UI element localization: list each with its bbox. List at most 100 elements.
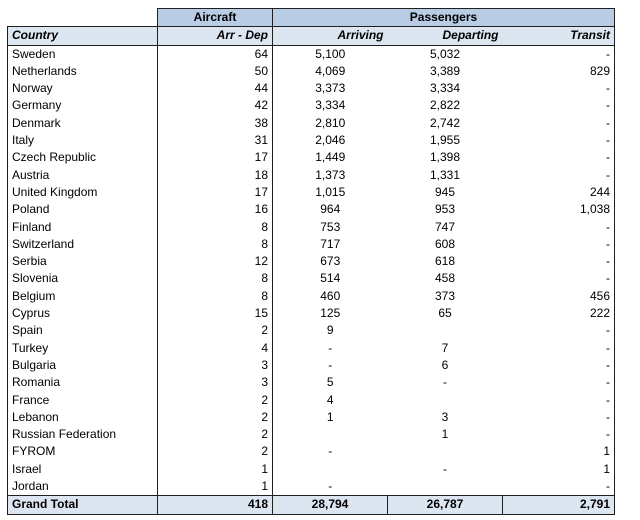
arriving-cell: 1,449 <box>315 150 346 165</box>
transit-cell: - <box>502 166 615 184</box>
departing-cell: 945 <box>434 184 456 199</box>
group-header-row: Aircraft Passengers <box>7 7 615 28</box>
arriving-cell: 1,015 <box>315 184 346 199</box>
traffic-table: Aircraft Passengers Country Arr - Dep Ar… <box>7 7 615 515</box>
arriving-cell: 9 <box>326 323 334 338</box>
aircraft-cell: 1 <box>157 460 273 479</box>
country-cell: Norway <box>7 80 158 98</box>
table-row: Cyprus 15 125 65 222 <box>7 305 615 323</box>
arriving-cell: 1 <box>326 409 334 424</box>
departing-column-header: Departing <box>387 26 503 46</box>
country-cell: Cyprus <box>7 305 158 323</box>
table-row: Serbia 12 673 618 - <box>7 253 615 271</box>
departing-cell: 3 <box>441 409 449 424</box>
arriving-cell: 4,069 <box>315 63 346 78</box>
table-row: United Kingdom 17 1,015 945 244 <box>7 183 615 202</box>
departing-cell: 1,331 <box>429 167 461 182</box>
aircraft-cell: 2 <box>157 443 273 461</box>
country-cell: Switzerland <box>7 235 158 254</box>
departing-cell: 747 <box>434 219 456 234</box>
aircraft-cell: 15 <box>157 305 273 323</box>
country-cell: Italy <box>7 132 158 150</box>
country-cell: Sweden <box>7 45 158 63</box>
transit-cell: - <box>502 97 615 115</box>
table-body: Sweden 64 5,100 5,032- Netherlands 50 4,069 3,3… <box>7 45 615 497</box>
transit-cell: - <box>502 408 615 427</box>
country-cell: Spain <box>7 322 158 340</box>
aircraft-cell: 8 <box>157 287 273 306</box>
transit-cell: 1 <box>502 443 615 461</box>
country-cell: Bulgaria <box>7 356 158 375</box>
transit-cell: 1,038 <box>502 201 615 219</box>
departing-cell <box>388 322 503 339</box>
country-cell: Denmark <box>7 114 158 133</box>
grand-total-departing: 26,787 <box>387 495 503 515</box>
table-row: Spain 2 9 - <box>7 322 615 340</box>
arriving-cell: 4 <box>326 392 334 407</box>
arriving-cell: - <box>272 478 388 497</box>
arr-dep-column-header: Arr - Dep <box>157 26 273 46</box>
departing-cell: 65 <box>438 306 452 321</box>
aircraft-cell: 31 <box>157 132 273 150</box>
departing-cell: 458 <box>434 271 456 286</box>
departing-cell: 1 <box>441 427 449 442</box>
arriving-cell: 673 <box>320 254 341 269</box>
arriving-cell: 717 <box>320 236 341 251</box>
table-row: Poland 16 964 953 1,038 <box>7 201 615 219</box>
departing-cell: 2,742 <box>429 115 461 130</box>
transit-cell: - <box>502 322 615 340</box>
arriving-cell: 5 <box>326 375 334 390</box>
country-cell: FYROM <box>7 443 158 461</box>
departing-cell: 3,389 <box>429 63 461 78</box>
table-row: Norway 44 3,373 3,334 - <box>7 80 615 98</box>
departing-cell: - <box>443 375 447 390</box>
country-cell: Romania <box>7 374 158 392</box>
table-row: Finland 8 753 747 - <box>7 218 615 236</box>
header-blank-cell <box>7 8 158 27</box>
transit-cell: 829 <box>502 62 615 81</box>
country-cell: Slovenia <box>7 270 158 288</box>
country-cell: Lebanon <box>7 408 158 427</box>
transit-cell: - <box>502 80 615 98</box>
country-cell: Netherlands <box>7 62 158 81</box>
table-row: Switzerland 8 717 608 - <box>7 235 615 254</box>
transit-cell: - <box>502 426 615 444</box>
aircraft-cell: 16 <box>157 201 273 219</box>
country-cell: Israel <box>7 460 158 479</box>
arriving-cell: 2,046 <box>315 133 346 148</box>
transit-cell: - <box>502 356 615 375</box>
transit-cell: - <box>502 339 615 357</box>
transit-cell: - <box>502 391 615 409</box>
country-cell: Turkey <box>7 339 158 357</box>
transit-cell: - <box>502 374 615 392</box>
arriving-cell: 5,100 <box>315 46 346 61</box>
table-row: Sweden 64 5,100 5,032 - <box>7 45 615 63</box>
arriving-cell: 125 <box>320 306 341 321</box>
departing-cell: 953 <box>434 202 456 217</box>
grand-total-row: Grand Total 418 28,794 26,787 2,791 <box>7 495 615 515</box>
arriving-cell: 3,373 <box>315 81 346 96</box>
country-cell: Czech Republic <box>7 149 158 167</box>
aircraft-cell: 2 <box>157 391 273 409</box>
table-row: Belgium 8 460 373 456 <box>7 287 615 306</box>
table-row: Israel 1-1 <box>7 460 615 479</box>
table-row: Russian Federation 2 1 - <box>7 426 615 444</box>
country-cell: Austria <box>7 166 158 184</box>
transit-cell: 222 <box>502 305 615 323</box>
table-row: Lebanon 2 1 3 - <box>7 408 615 427</box>
arriving-cell: - <box>328 444 333 459</box>
column-header-row: Country Arr - Dep Arriving Departing Tra… <box>7 26 615 46</box>
table-row: Czech Republic 17 1,449 1,398 - <box>7 149 615 167</box>
transit-cell: - <box>502 218 615 236</box>
transit-cell: - <box>502 149 615 167</box>
country-cell: Belgium <box>7 287 158 306</box>
aircraft-cell: 8 <box>157 270 273 288</box>
grand-total-arriving: 28,794 <box>272 495 388 515</box>
table-row: Italy 31 2,046 1,955 - <box>7 132 615 150</box>
table-row: Romania 3 5 - - <box>7 374 615 392</box>
aircraft-cell: 50 <box>157 62 273 81</box>
aircraft-cell: 2 <box>157 408 273 427</box>
departing-cell: 6 <box>441 357 449 372</box>
departing-cell: 3,334 <box>429 81 461 96</box>
country-cell: Germany <box>7 97 158 115</box>
